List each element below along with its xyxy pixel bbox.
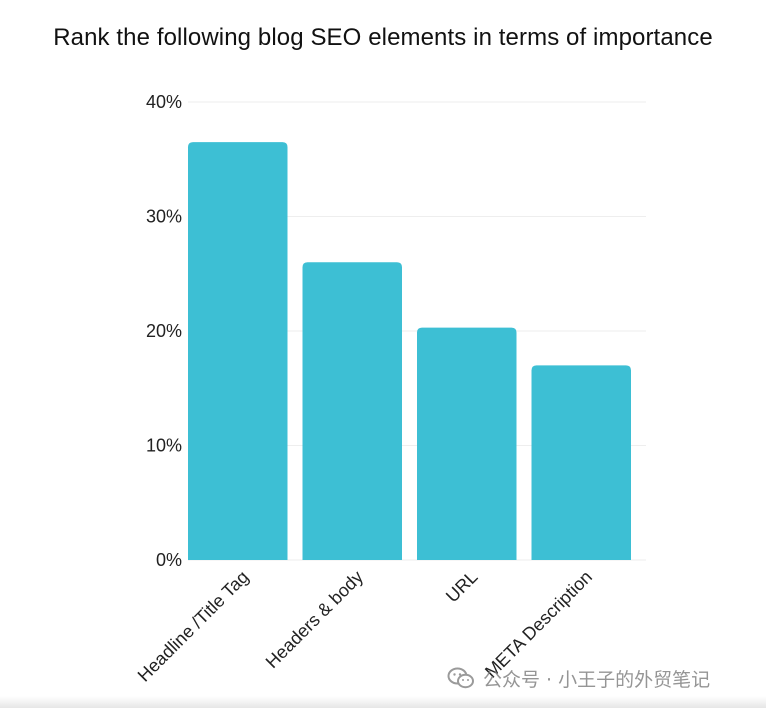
bar: [188, 142, 288, 560]
bottom-band: [0, 696, 766, 708]
bar: [302, 262, 402, 560]
y-tick-label: 10%: [146, 436, 182, 456]
y-tick-label: 30%: [146, 207, 182, 227]
y-tick-label: 0%: [156, 550, 182, 570]
bar: [417, 327, 517, 560]
watermark-text: 公众号 · 小王子的外贸笔记: [483, 668, 711, 691]
wechat-icon: [447, 667, 474, 689]
bar: [531, 365, 631, 560]
x-tick-label: URL: [442, 567, 482, 607]
watermark: 公众号 · 小王子的外贸笔记: [447, 664, 710, 692]
chart-title: Rank the following blog SEO elements in …: [53, 24, 713, 51]
x-tick-label: Headline /Title Tag: [134, 567, 253, 686]
y-tick-label: 20%: [146, 321, 182, 341]
y-tick-label: 40%: [146, 92, 182, 112]
x-tick-label: Headers & body: [262, 567, 367, 672]
